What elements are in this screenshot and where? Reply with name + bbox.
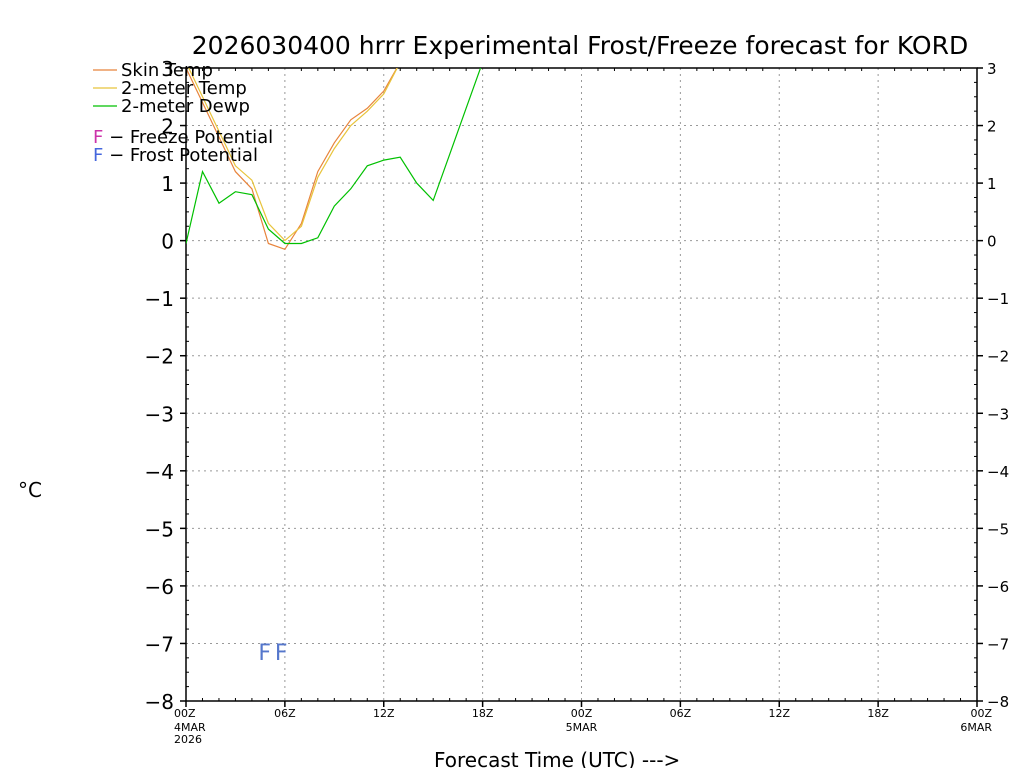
y-tick-label-left: −7	[145, 632, 174, 656]
x-tick-label: 00Z	[571, 707, 593, 720]
potential-legend-entry: F − Frost Potential	[93, 145, 258, 166]
series-line-2-meter-dewp	[186, 68, 482, 245]
y-tick-label-left: −2	[145, 345, 174, 369]
x-tick-label: 06Z	[274, 707, 296, 720]
x-tick-label: 00Z	[174, 707, 196, 720]
y-tick-label-left: −4	[145, 460, 174, 484]
y-tick-label-right: −3	[987, 405, 1009, 423]
y-tick-label-right: −8	[987, 693, 1009, 711]
x-tick-sublabel: 5MAR	[566, 721, 598, 734]
y-tick-label-right: −5	[987, 520, 1009, 538]
y-axis-right: −8 −7 −6 −5 −4 −3 −2 −1 0 1 2 3	[974, 60, 1009, 711]
x-tick-label: 06Z	[670, 707, 692, 720]
series-line-2-meter-temp	[188, 68, 398, 242]
frost-potential-marker: F	[258, 641, 271, 666]
y-tick-label-right: −4	[987, 463, 1009, 481]
potential-legend-label: − Freeze Potential	[103, 127, 273, 148]
y-tick-label-right: 1	[987, 175, 997, 193]
x-tick-label: 18Z	[867, 707, 889, 720]
potential-legend-symbol: F	[93, 127, 103, 148]
plot-frame	[185, 67, 978, 702]
chart-title: 2026030400 hrrr Experimental Frost/Freez…	[192, 31, 968, 60]
y-tick-label-left: 2	[161, 115, 174, 139]
series-lines	[186, 68, 482, 251]
x-tick-label: 12Z	[768, 707, 790, 720]
y-tick-label-left: −5	[145, 517, 174, 541]
legend-entry-label: Skin Temp	[121, 60, 213, 81]
y-axis-label: °C	[18, 478, 42, 502]
y-tick-label-right: −7	[987, 635, 1009, 653]
legend-entry-label: 2-meter Temp	[121, 78, 247, 99]
grid-lines	[186, 68, 977, 701]
y-tick-label-right: 0	[987, 233, 997, 251]
y-tick-label-right: −6	[987, 578, 1009, 596]
y-tick-label-left: −3	[145, 402, 174, 426]
legend-entry-label: 2-meter Dewp	[121, 96, 250, 117]
y-tick-label-right: 3	[987, 60, 997, 78]
x-tick-label: 18Z	[472, 707, 494, 720]
potential-legend-label: − Frost Potential	[103, 145, 258, 166]
y-tick-label-left: 3	[161, 57, 174, 81]
y-tick-label-right: 2	[987, 118, 997, 136]
y-tick-label-left: −6	[145, 575, 174, 599]
potential-legend-entry: F − Freeze Potential	[93, 127, 273, 148]
x-tick-sublabel: 2026	[174, 733, 202, 746]
x-tick-label: 12Z	[373, 707, 395, 720]
potential-legend-symbol: F	[93, 145, 103, 166]
x-tick-sublabel: 4MAR	[174, 721, 206, 734]
y-tick-label-right: −2	[987, 348, 1009, 366]
y-tick-label-left: 0	[161, 230, 174, 254]
y-axis-left: −8 −7 −6 −5 −4 −3 −2 −1 0 1 2 3	[145, 57, 189, 714]
y-tick-label-right: −1	[987, 290, 1009, 308]
x-tick-label: 00Z	[970, 707, 992, 720]
y-tick-label-left: −1	[145, 287, 174, 311]
y-tick-label-left: −8	[145, 690, 174, 714]
x-tick-sublabel: 6MAR	[960, 721, 992, 734]
series-line-skin-temp	[186, 68, 398, 251]
frost-potential-marker: F	[275, 641, 288, 666]
x-axis-label: Forecast Time (UTC) --->	[434, 748, 680, 768]
y-tick-label-left: 1	[161, 172, 174, 196]
